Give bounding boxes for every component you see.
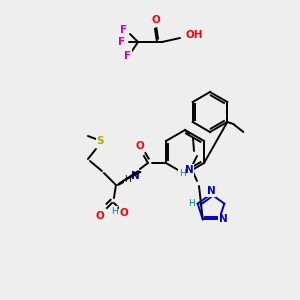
Text: H: H — [178, 169, 185, 178]
Text: H: H — [124, 176, 131, 184]
Text: F: F — [118, 37, 126, 47]
Text: O: O — [120, 208, 128, 218]
Polygon shape — [118, 171, 141, 184]
Text: O: O — [152, 15, 160, 25]
Text: S: S — [96, 136, 104, 146]
Text: F: F — [124, 51, 132, 61]
Text: N: N — [130, 171, 139, 181]
Text: O: O — [136, 141, 144, 151]
Text: N: N — [207, 186, 215, 196]
Text: N: N — [184, 165, 194, 175]
Text: H: H — [188, 199, 195, 208]
Text: OH: OH — [186, 30, 203, 40]
Text: N: N — [219, 214, 228, 224]
Text: H: H — [111, 206, 118, 215]
Text: O: O — [96, 211, 104, 221]
Text: F: F — [120, 25, 128, 35]
